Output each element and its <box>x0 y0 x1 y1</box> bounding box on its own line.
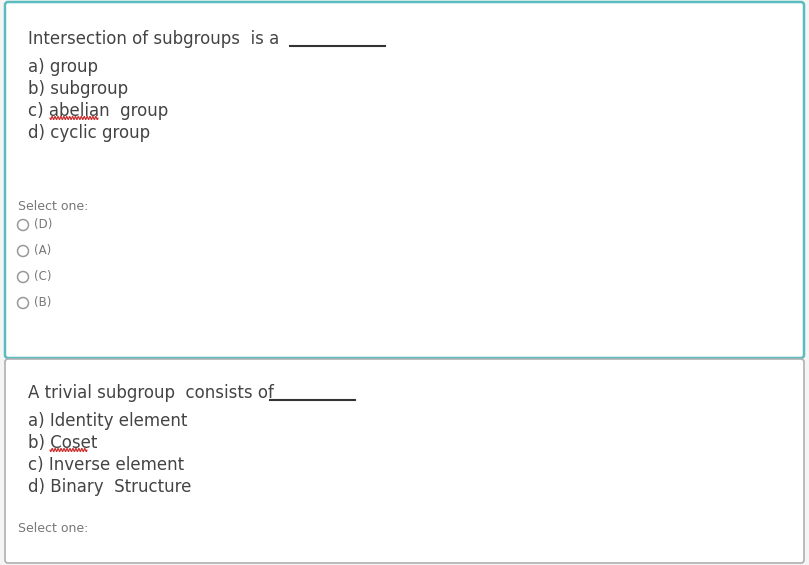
Text: (B): (B) <box>34 296 52 309</box>
Text: Intersection of subgroups  is a: Intersection of subgroups is a <box>28 30 290 48</box>
Text: Select one:: Select one: <box>18 200 88 213</box>
Text: c) abelian  group: c) abelian group <box>28 102 168 120</box>
Text: b) subgroup: b) subgroup <box>28 80 128 98</box>
FancyBboxPatch shape <box>5 2 804 358</box>
Text: d) Binary  Structure: d) Binary Structure <box>28 478 192 496</box>
Text: (D): (D) <box>34 218 53 231</box>
Text: d) cyclic group: d) cyclic group <box>28 124 150 142</box>
FancyBboxPatch shape <box>5 359 804 563</box>
Text: Select one:: Select one: <box>18 522 88 535</box>
Text: (A): (A) <box>34 244 51 257</box>
Text: A trivial subgroup  consists of: A trivial subgroup consists of <box>28 384 285 402</box>
Text: a) Identity element: a) Identity element <box>28 412 188 430</box>
Text: a) group: a) group <box>28 58 98 76</box>
Text: b) Coset: b) Coset <box>28 434 97 452</box>
Text: c) Inverse element: c) Inverse element <box>28 456 184 474</box>
Text: (C): (C) <box>34 270 52 283</box>
